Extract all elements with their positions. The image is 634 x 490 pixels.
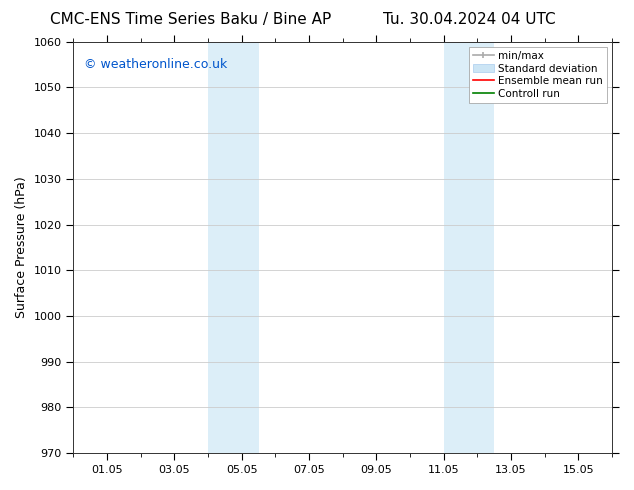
Y-axis label: Surface Pressure (hPa): Surface Pressure (hPa) [15,176,28,318]
Bar [208,42,259,453]
Legend: min/max, Standard deviation, Ensemble mean run, Controll run: min/max, Standard deviation, Ensemble me… [469,47,607,103]
Text: © weatheronline.co.uk: © weatheronline.co.uk [84,58,228,71]
Text: CMC-ENS Time Series Baku / Bine AP: CMC-ENS Time Series Baku / Bine AP [49,12,331,27]
Text: Tu. 30.04.2024 04 UTC: Tu. 30.04.2024 04 UTC [383,12,555,27]
Bar [444,42,495,453]
